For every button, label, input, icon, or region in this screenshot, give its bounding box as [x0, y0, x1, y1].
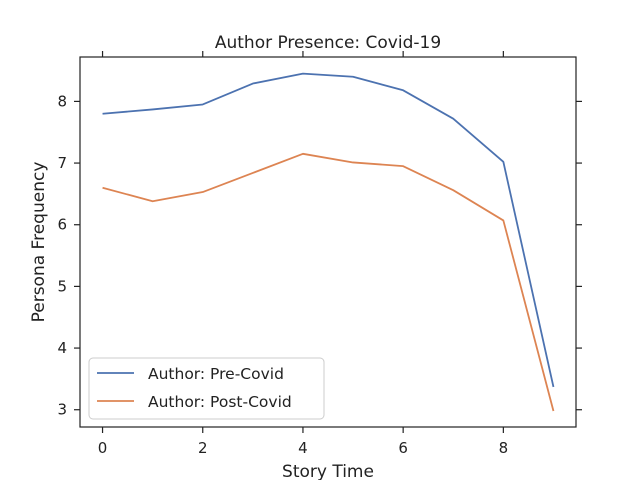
series-line-pre-covid [102, 72, 555, 388]
x-axis-label: Story Time [282, 462, 374, 480]
y-tick-label-5: 5 [57, 277, 67, 295]
series-layer [102, 72, 555, 412]
y-axis-label: Persona Frequency [29, 162, 49, 323]
tick-layer: 0 2 4 6 8 3 4 5 6 7 8 [57, 51, 582, 457]
x-tick-label-2: 2 [198, 439, 208, 457]
x-tick-label-6: 6 [398, 439, 408, 457]
y-tick-label-7: 7 [57, 154, 67, 172]
plot-frame [79, 56, 577, 428]
y-tick-label-4: 4 [57, 339, 67, 357]
chart-title: Author Presence: Covid-19 [215, 33, 441, 53]
legend-box [88, 357, 325, 420]
y-tick-label-3: 3 [57, 401, 67, 419]
legend-label-pre-covid: Author: Pre-Covid [148, 365, 284, 383]
y-tick-label-6: 6 [57, 216, 67, 234]
legend-label-post-covid: Author: Post-Covid [148, 393, 292, 411]
x-tick-label-4: 4 [298, 439, 308, 457]
y-tick-label-8: 8 [57, 92, 67, 110]
x-tick-label-0: 0 [98, 439, 108, 457]
series-line-post-covid [102, 152, 555, 412]
x-tick-label-8: 8 [499, 439, 509, 457]
legend: Author: Pre-Covid Author: Post-Covid [88, 357, 325, 420]
